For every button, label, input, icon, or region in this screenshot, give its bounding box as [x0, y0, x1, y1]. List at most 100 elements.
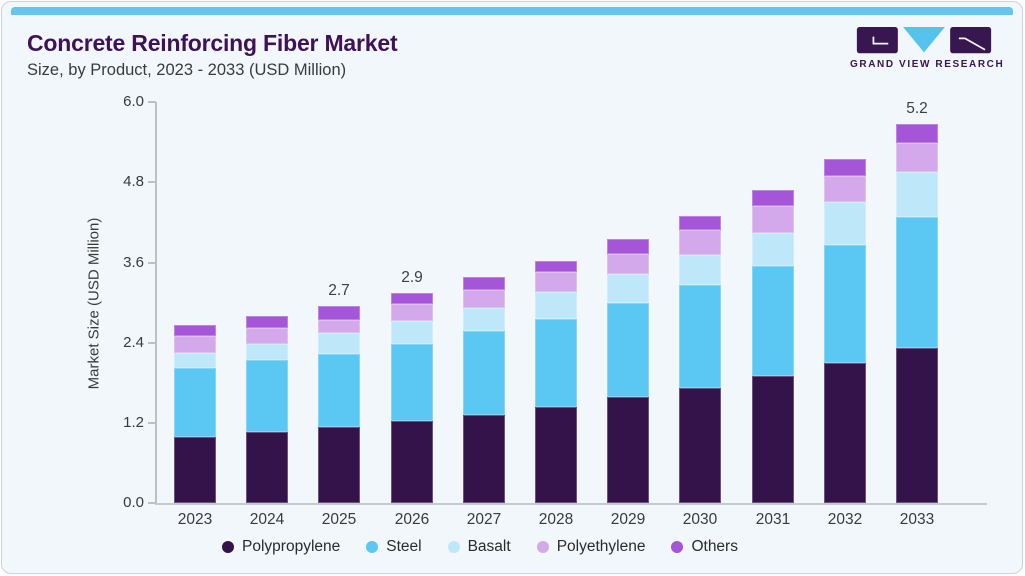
x-axis	[155, 503, 987, 505]
bar-total-label-2025: 2.7	[328, 282, 350, 299]
bar-segment-2029-basalt	[607, 274, 649, 303]
bar-segment-2031-polypropylene	[752, 376, 794, 503]
x-axis-label-2024: 2024	[249, 511, 285, 528]
bar-segment-2023-steel	[174, 368, 216, 437]
bar-segment-2025-steel	[318, 354, 360, 427]
gvr-logo-icon	[856, 27, 992, 54]
bar-segment-2024-polypropylene	[246, 432, 288, 503]
bar-segment-2032-steel	[824, 245, 866, 363]
y-axis-tick-label: 0.0	[123, 494, 144, 511]
y-axis-tick	[148, 181, 156, 183]
bar-segment-2026-polypropylene	[391, 421, 433, 503]
bar-segment-2027-polyethylene	[463, 290, 505, 308]
top-accent-bar	[11, 7, 1013, 15]
bar-segment-2033-steel	[896, 217, 938, 348]
bar-segment-2023-others	[174, 325, 216, 336]
legend-dot-polyethylene	[536, 541, 549, 553]
bar-segment-2024-others	[246, 316, 288, 328]
bar-segment-2024-polyethylene	[246, 328, 288, 344]
bar-segment-2031-basalt	[752, 233, 794, 266]
bar-segment-2025-polypropylene	[318, 427, 360, 503]
bar-segment-2027-basalt	[463, 308, 505, 331]
bar-segment-2024-steel	[246, 360, 288, 432]
bar-total-label-2033: 5.2	[906, 100, 928, 117]
bar-segment-2030-polypropylene	[679, 388, 721, 503]
legend-dot-steel	[366, 541, 379, 553]
bar-segment-2029-others	[607, 239, 649, 254]
legend-label: Others	[691, 538, 738, 555]
bar-segment-2023-basalt	[174, 353, 216, 368]
x-axis-label-2030: 2030	[682, 511, 718, 528]
bar-segment-2031-steel	[752, 266, 794, 376]
y-axis-tick	[148, 262, 156, 264]
legend-label: Basalt	[467, 538, 511, 555]
legend-item-steel: Steel	[366, 538, 422, 556]
legend-dot-polypropylene	[222, 541, 235, 553]
bar-segment-2030-basalt	[679, 255, 721, 285]
x-axis-label-2026: 2026	[394, 511, 430, 528]
legend-label: Polypropylene	[242, 538, 341, 555]
bar-segment-2032-others	[824, 159, 866, 176]
bar-segment-2029-steel	[607, 303, 649, 397]
y-axis-tick-label: 1.2	[123, 414, 144, 431]
x-axis-label-2031: 2031	[755, 511, 791, 528]
legend-label: Polyethylene	[556, 538, 646, 555]
bar-segment-2027-polypropylene	[463, 415, 505, 503]
bar-segment-2027-steel	[463, 331, 505, 415]
bar-segment-2033-polyethylene	[896, 143, 938, 172]
x-axis-label-2028: 2028	[538, 511, 574, 528]
bar-segment-2026-basalt	[391, 321, 433, 344]
y-axis-tick	[148, 101, 156, 103]
y-axis-tick-label: 4.8	[123, 173, 144, 190]
legend-item-basalt: Basalt	[447, 538, 511, 556]
bar-segment-2033-basalt	[896, 172, 938, 217]
bar-segment-2026-others	[391, 293, 433, 304]
y-axis-title: Market Size (USD Million)	[85, 217, 103, 390]
bar-segment-2033-others	[896, 124, 938, 143]
bar-segment-2025-others	[318, 306, 360, 320]
grand-view-research-logo: GRAND VIEW RESEARCH	[850, 26, 1005, 70]
bar-segment-2029-polypropylene	[607, 397, 649, 503]
bar-segment-2032-polyethylene	[824, 176, 866, 202]
bar-segment-2031-polyethylene	[752, 206, 794, 233]
y-axis-tick-label: 6.0	[123, 93, 144, 110]
bar-segment-2030-others	[679, 216, 721, 230]
bar-segment-2023-polyethylene	[174, 336, 216, 353]
y-axis-tick	[148, 422, 156, 424]
bar-segment-2032-polypropylene	[824, 363, 866, 503]
x-axis-label-2023: 2023	[177, 511, 213, 528]
legend-item-others: Others	[671, 538, 738, 556]
y-axis-tick	[148, 502, 156, 504]
bar-segment-2026-steel	[391, 344, 433, 421]
legend-dot-basalt	[447, 541, 460, 553]
bar-segment-2031-others	[752, 190, 794, 206]
gvr-logo-text: GRAND VIEW RESEARCH	[850, 59, 1005, 70]
x-axis-label-2029: 2029	[610, 511, 646, 528]
legend-item-polypropylene: Polypropylene	[222, 538, 340, 556]
chart-legend: Polypropylene Steel Basalt Polyethylene Othe…	[2, 538, 990, 556]
legend-dot-others	[671, 541, 684, 553]
y-axis-tick-label: 3.6	[123, 254, 144, 271]
bar-segment-2033-polypropylene	[896, 348, 938, 503]
bar-segment-2025-basalt	[318, 333, 360, 354]
page-title: Concrete Reinforcing Fiber Market	[27, 30, 398, 56]
bar-segment-2024-basalt	[246, 344, 288, 360]
bar-segment-2028-basalt	[535, 292, 577, 319]
y-axis	[155, 102, 157, 505]
bar-segment-2028-polypropylene	[535, 407, 577, 503]
y-axis-tick-label: 2.4	[123, 334, 144, 351]
bar-segment-2028-steel	[535, 319, 577, 407]
bar-segment-2029-polyethylene	[607, 254, 649, 274]
bar-segment-2027-others	[463, 277, 505, 290]
legend-label: Steel	[386, 538, 422, 555]
bar-segment-2028-others	[535, 261, 577, 272]
y-axis-tick	[148, 342, 156, 344]
x-axis-label-2033: 2033	[899, 511, 935, 528]
bar-segment-2032-basalt	[824, 202, 866, 245]
x-axis-label-2032: 2032	[827, 511, 863, 528]
page-subtitle: Size, by Product, 2023 - 2033 (USD Milli…	[27, 61, 347, 79]
bar-segment-2023-polypropylene	[174, 437, 216, 503]
bar-segment-2026-polyethylene	[391, 304, 433, 321]
